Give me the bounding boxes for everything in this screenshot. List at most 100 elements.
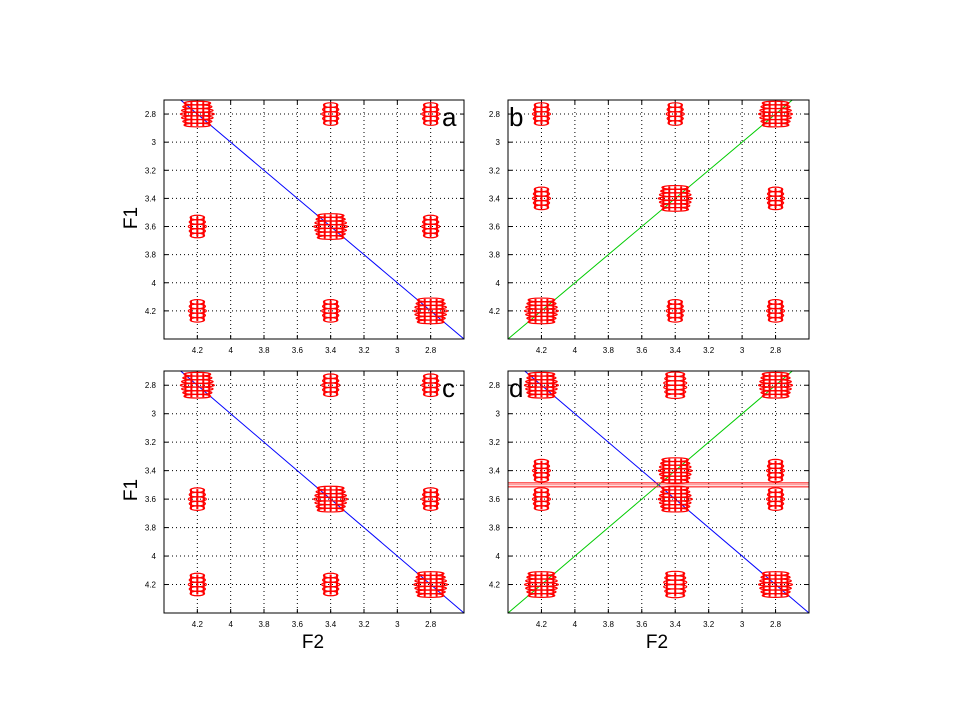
x-tick-label: 3.2 (703, 620, 715, 629)
peak-cluster (413, 571, 449, 598)
peak-cluster (321, 299, 341, 323)
peak-cluster (665, 102, 685, 126)
x-tick-label: 4.2 (192, 346, 204, 355)
x-tick-label: 3 (740, 620, 745, 629)
x-tick-label: 4.2 (536, 346, 548, 355)
peak-cluster (321, 102, 341, 126)
y-tick-label: 3.4 (489, 467, 501, 476)
plot-area (179, 100, 464, 339)
y-tick-label: 3.6 (489, 495, 501, 504)
ylabel-top-left: F1 (121, 207, 142, 229)
x-tick-label: 4 (228, 620, 233, 629)
peak-cluster (523, 371, 560, 399)
panel-letter-a: a (442, 102, 457, 132)
peak-cluster (421, 102, 441, 126)
x-tick-label: 3.8 (258, 620, 270, 629)
y-tick-label: 3.4 (145, 194, 157, 203)
peak-cluster (531, 487, 552, 511)
panel-d: 4.2 4 3.8 3.6 3.4 3.2 3 2.8 2.8 3 3.2 3.4 3.6 3.8 4 4.2 (489, 370, 810, 629)
peak-cluster (765, 458, 786, 483)
panel-letter-c: c (442, 373, 455, 403)
x-tick-label: 3.6 (292, 346, 304, 355)
x-tick-label: 3.6 (292, 620, 304, 629)
plot-area (179, 371, 464, 613)
x-tick-label: 3.2 (703, 346, 715, 355)
y-tick-label: 4 (152, 279, 157, 288)
peak-cluster (313, 213, 349, 240)
peak-cluster (523, 297, 560, 325)
peak-cluster (531, 458, 552, 483)
panel-letter-b: b (509, 102, 523, 132)
y-tick-label: 3.8 (145, 251, 157, 260)
axes-frame (163, 99, 465, 340)
panel-a: 4.2 4 3.8 3.6 3.4 3.2 3 2.8 2.8 3 3.2 3.4 3.6 3.8 4 4.2 (145, 99, 465, 355)
ylabel-bottom-left: F1 (121, 479, 142, 501)
y-tick-label: 3.4 (489, 194, 501, 203)
axes-frame (163, 370, 465, 614)
y-tick-label: 2.8 (489, 110, 501, 119)
y-tick-label: 4 (152, 552, 157, 561)
x-tick-label: 3.4 (325, 620, 337, 629)
y-tick-label: 4.2 (489, 581, 501, 590)
x-tick-label: 3.4 (670, 346, 682, 355)
y-tick-label: 3.8 (489, 524, 501, 533)
peak-cluster (421, 373, 441, 398)
xlabel-bottom-right: F2 (646, 632, 668, 653)
peak-cluster (321, 572, 341, 597)
x-tick-label: 3.4 (670, 620, 682, 629)
y-tick-label: 3.6 (145, 223, 157, 232)
y-tick-label: 3.4 (145, 467, 157, 476)
x-tick-label: 4.2 (192, 620, 204, 629)
peak-cluster (187, 299, 207, 323)
peak-cluster (313, 485, 349, 513)
y-tick-label: 3.2 (489, 438, 501, 447)
peak-cluster (765, 186, 786, 211)
peak-cluster (187, 214, 207, 239)
y-tick-label: 2.8 (145, 110, 157, 119)
peak-cluster (523, 571, 560, 598)
peak-cluster (665, 299, 685, 323)
peak-cluster (663, 371, 688, 400)
x-tick-label: 3.2 (358, 346, 370, 355)
x-tick-label: 3 (395, 346, 400, 355)
peak-cluster (179, 371, 215, 399)
x-tick-label: 4.2 (536, 620, 548, 629)
peak-cluster (187, 572, 207, 597)
peak-cluster (757, 571, 794, 598)
x-tick-label: 3.8 (603, 620, 615, 629)
peak-cluster (757, 100, 794, 128)
x-tick-label: 3.8 (603, 346, 615, 355)
diagonal-line-blue (179, 100, 464, 339)
peak-cluster (657, 184, 693, 212)
y-tick-label: 3.2 (489, 166, 501, 175)
axes-frame (507, 99, 810, 340)
panel-b: 4.2 4 3.8 3.6 3.4 3.2 3 2.8 2.8 3 3.2 3.4 3.6 3.8 4 4.2 (489, 99, 810, 355)
y-tick-label: 2.8 (145, 381, 157, 390)
axes-frame (507, 370, 810, 614)
peak-cluster (179, 100, 215, 128)
panel-letter-d: d (509, 373, 523, 403)
peak-cluster (321, 373, 341, 398)
plot-area (508, 100, 794, 339)
y-tick-label: 4.2 (489, 307, 501, 316)
x-tick-label: 3.6 (636, 346, 648, 355)
x-tick-label: 3.8 (258, 346, 270, 355)
x-tick-label: 3.4 (325, 346, 337, 355)
peak-cluster (421, 487, 441, 511)
peak-cluster (531, 102, 552, 126)
y-tick-label: 4.2 (145, 581, 157, 590)
diagonal-line-blue (179, 371, 464, 613)
x-tick-label: 4 (573, 620, 578, 629)
diagonal-line-green (508, 100, 794, 339)
peak-cluster (765, 487, 786, 511)
y-tick-label: 3.6 (489, 223, 501, 232)
x-tick-label: 2.8 (425, 620, 437, 629)
peak-cluster (765, 299, 786, 323)
y-tick-label: 2.8 (489, 381, 501, 390)
y-tick-label: 4 (496, 552, 501, 561)
y-tick-label: 3.8 (145, 524, 157, 533)
y-tick-label: 3 (152, 410, 157, 419)
x-tick-label: 2.8 (770, 346, 782, 355)
x-tick-label: 4 (573, 346, 578, 355)
